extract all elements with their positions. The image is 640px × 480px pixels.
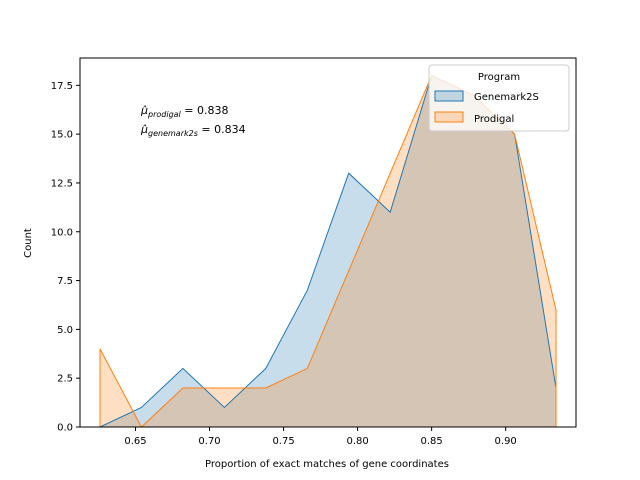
y-tick-label: 2.5 [57, 374, 73, 385]
legend: Program Genemark2S Prodigal [428, 64, 570, 132]
annotation-genemark2s-subscript: genemark2s [148, 129, 198, 138]
plot-area [99, 74, 557, 428]
x-tick-label: 0.65 [124, 436, 146, 447]
legend-title: Program [478, 72, 520, 83]
axes-frame [79, 57, 577, 428]
mean-annotation: μ̂prodigal = 0.838 μ̂genemark2s = 0.834 [140, 104, 246, 138]
annotation-genemark2s-symbol: μ̂ [140, 123, 148, 136]
legend-label-prodigal: Prodigal [474, 114, 514, 125]
x-tick-label: 0.90 [495, 436, 517, 447]
annotation-genemark2s: μ̂genemark2s = 0.834 [140, 123, 246, 138]
annotation-prodigal-subscript: prodigal [147, 110, 182, 119]
y-tick-label: 5.0 [57, 325, 73, 336]
x-tick-label: 0.75 [272, 436, 294, 447]
legend-swatch-prodigal [434, 111, 464, 123]
legend-label-genemark2s: Genemark2S [474, 92, 539, 103]
x-tick-label: 0.80 [346, 436, 368, 447]
x-tick-label: 0.85 [421, 436, 443, 447]
series-area-prodigal [100, 75, 556, 427]
y-tick-label: 12.5 [51, 178, 73, 189]
legend-swatch-genemark2s [434, 90, 464, 102]
x-tick-label: 0.70 [198, 436, 220, 447]
legend-frame [428, 64, 570, 132]
y-tick-label: 0.0 [57, 423, 73, 434]
annotation-genemark2s-value: = 0.834 [198, 123, 246, 136]
y-axis-title: Count [23, 228, 34, 258]
y-tick-label: 15.0 [51, 130, 73, 141]
y-tick-label: 7.5 [57, 276, 73, 287]
annotation-prodigal: μ̂prodigal = 0.838 [140, 104, 228, 119]
series-area-genemark2s [100, 75, 556, 427]
y-tick-label: 17.5 [51, 81, 73, 92]
x-axis: 0.65 0.70 0.75 0.80 0.85 0.90 [124, 427, 517, 447]
annotation-prodigal-value: = 0.838 [181, 104, 229, 117]
y-tick-label: 10.0 [51, 227, 73, 238]
y-axis: 0.0 2.5 5.0 7.5 10.0 12.5 15.0 17.5 [51, 81, 80, 434]
annotation-prodigal-symbol: μ̂ [140, 104, 148, 117]
x-axis-title: Proportion of exact matches of gene coor… [205, 459, 449, 470]
